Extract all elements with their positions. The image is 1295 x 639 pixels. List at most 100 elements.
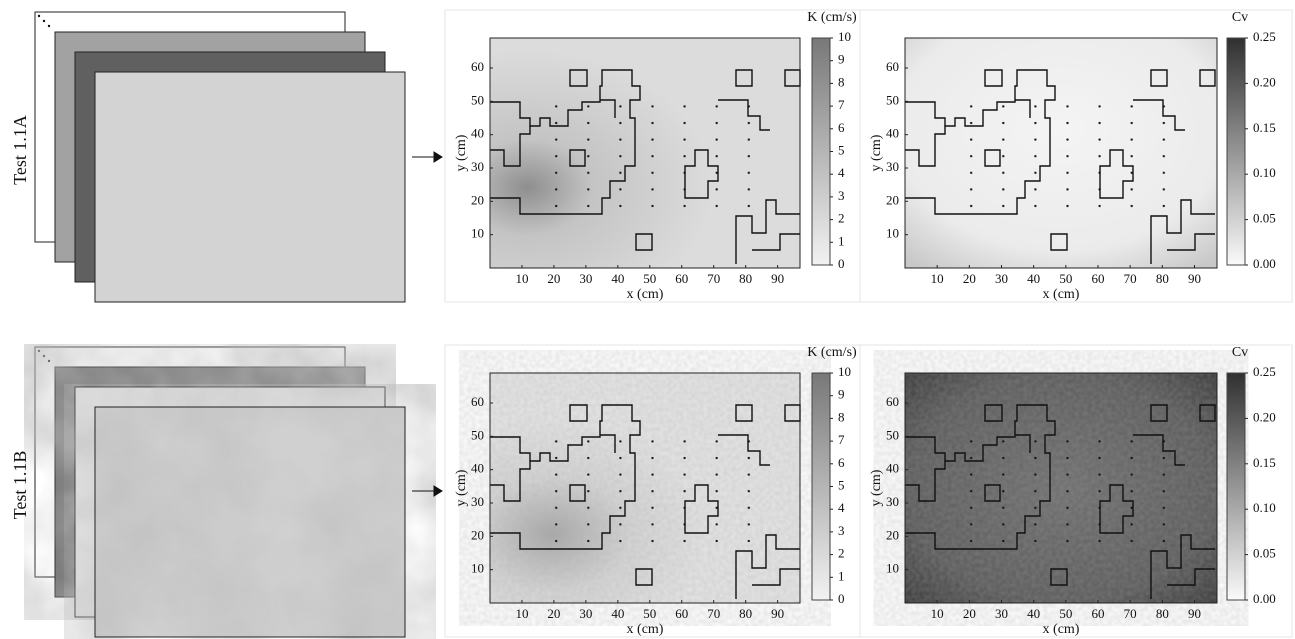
layer-stack [35, 12, 405, 302]
colorbar-label: Cv [1232, 345, 1248, 360]
x-axis-label: x (cm) [627, 622, 664, 637]
x-tick-label: 30 [995, 271, 1008, 286]
x-axis-label: x (cm) [1043, 622, 1080, 637]
colorbar-tick-label: 0.05 [1253, 546, 1276, 561]
y-tick-label: 40 [471, 126, 484, 141]
x-tick-label: 40 [611, 606, 624, 621]
y-tick-label: 30 [886, 494, 899, 509]
x-tick-label: 50 [643, 606, 656, 621]
colorbar-tick-label: 10 [838, 29, 851, 44]
colorbar-tick-label: 5 [838, 477, 845, 492]
y-tick-label: 10 [886, 561, 899, 576]
x-tick-label: 30 [995, 606, 1008, 621]
colorbar-tick-label: 0.25 [1253, 364, 1276, 379]
y-tick-label: 20 [471, 192, 484, 207]
y-tick-label: 10 [886, 226, 899, 241]
row-label: Test 1.1A [10, 115, 30, 185]
y-tick-label: 30 [471, 494, 484, 509]
x-tick-label: 10 [515, 606, 528, 621]
y-axis-label: y (cm) [454, 134, 469, 171]
colorbar-tick-label: 0.20 [1253, 409, 1276, 424]
colorbar-tick-label: 0.10 [1253, 500, 1276, 515]
colorbar-tick-label: 0.20 [1253, 74, 1276, 89]
x-tick-label: 60 [675, 271, 688, 286]
x-tick-label: 20 [547, 606, 560, 621]
y-tick-label: 40 [886, 126, 899, 141]
x-tick-label: 20 [963, 606, 976, 621]
row-label: Test 1.1B [10, 451, 30, 520]
y-tick-label: 50 [886, 427, 899, 442]
colorbar-tick-label: 3 [838, 188, 845, 203]
y-tick-label: 40 [471, 461, 484, 476]
colorbar [1227, 38, 1245, 265]
colorbar-tick-label: 2 [838, 211, 845, 226]
colorbar-tick-label: 0.10 [1253, 165, 1276, 180]
colorbar-tick-label: 0.00 [1253, 256, 1276, 271]
y-tick-label: 10 [471, 561, 484, 576]
colorbar-tick-label: 0.15 [1253, 455, 1276, 470]
x-tick-label: 70 [707, 606, 720, 621]
x-tick-label: 10 [515, 271, 528, 286]
x-tick-label: 80 [1156, 606, 1169, 621]
y-tick-label: 10 [471, 226, 484, 241]
x-tick-label: 90 [1188, 271, 1201, 286]
y-tick-label: 20 [886, 192, 899, 207]
x-axis-label: x (cm) [1043, 287, 1080, 302]
x-tick-label: 50 [1059, 271, 1072, 286]
x-tick-label: 60 [675, 606, 688, 621]
y-tick-label: 60 [471, 394, 484, 409]
x-tick-label: 70 [707, 271, 720, 286]
y-tick-label: 50 [471, 92, 484, 107]
colorbar-tick-label: 1 [838, 233, 845, 248]
y-tick-label: 20 [471, 527, 484, 542]
colorbar-tick-label: 7 [838, 97, 845, 112]
y-tick-label: 60 [471, 59, 484, 74]
x-tick-label: 40 [1027, 606, 1040, 621]
x-tick-label: 90 [771, 606, 784, 621]
colorbar-tick-label: 8 [838, 409, 845, 424]
colorbar-tick-label: 0 [838, 591, 845, 606]
y-tick-label: 60 [886, 59, 899, 74]
colorbar-tick-label: 6 [838, 455, 845, 470]
x-tick-label: 40 [1027, 271, 1040, 286]
x-tick-label: 80 [1156, 271, 1169, 286]
x-tick-label: 60 [1091, 271, 1104, 286]
x-tick-label: 50 [643, 271, 656, 286]
x-tick-label: 50 [1059, 606, 1072, 621]
y-tick-label: 30 [471, 159, 484, 174]
y-tick-label: 50 [471, 427, 484, 442]
figure: Test 1.1A Test 1.1B 10203040506070809010… [0, 0, 1295, 639]
x-tick-label: 90 [1188, 606, 1201, 621]
colorbar-tick-label: 2 [838, 546, 845, 561]
colorbar-label: K (cm/s) [807, 345, 857, 360]
arrows [412, 152, 442, 496]
colorbar-label: Cv [1232, 10, 1248, 25]
colorbar-tick-label: 0.00 [1253, 591, 1276, 606]
colorbar-tick-label: 0 [838, 256, 845, 271]
colorbar-tick-label: 6 [838, 120, 845, 135]
y-axis-label: y (cm) [869, 134, 884, 171]
x-tick-label: 20 [547, 271, 560, 286]
x-tick-label: 10 [931, 606, 944, 621]
y-tick-label: 30 [886, 159, 899, 174]
colorbar-tick-label: 3 [838, 523, 845, 538]
x-tick-label: 70 [1124, 271, 1137, 286]
x-axis-label: x (cm) [627, 287, 664, 302]
x-tick-label: 30 [579, 606, 592, 621]
x-tick-label: 70 [1124, 606, 1137, 621]
x-tick-label: 80 [739, 271, 752, 286]
colorbar-tick-label: 4 [838, 500, 845, 515]
layer-stack [35, 347, 405, 637]
x-tick-label: 40 [611, 271, 624, 286]
colorbar [812, 373, 830, 600]
x-tick-label: 10 [931, 271, 944, 286]
colorbar-tick-label: 0.05 [1253, 211, 1276, 226]
y-axis-label: y (cm) [454, 469, 469, 506]
colorbar [812, 38, 830, 265]
colorbar-tick-label: 10 [838, 364, 851, 379]
colorbar-tick-label: 7 [838, 432, 845, 447]
colorbar-label: K (cm/s) [807, 10, 857, 25]
